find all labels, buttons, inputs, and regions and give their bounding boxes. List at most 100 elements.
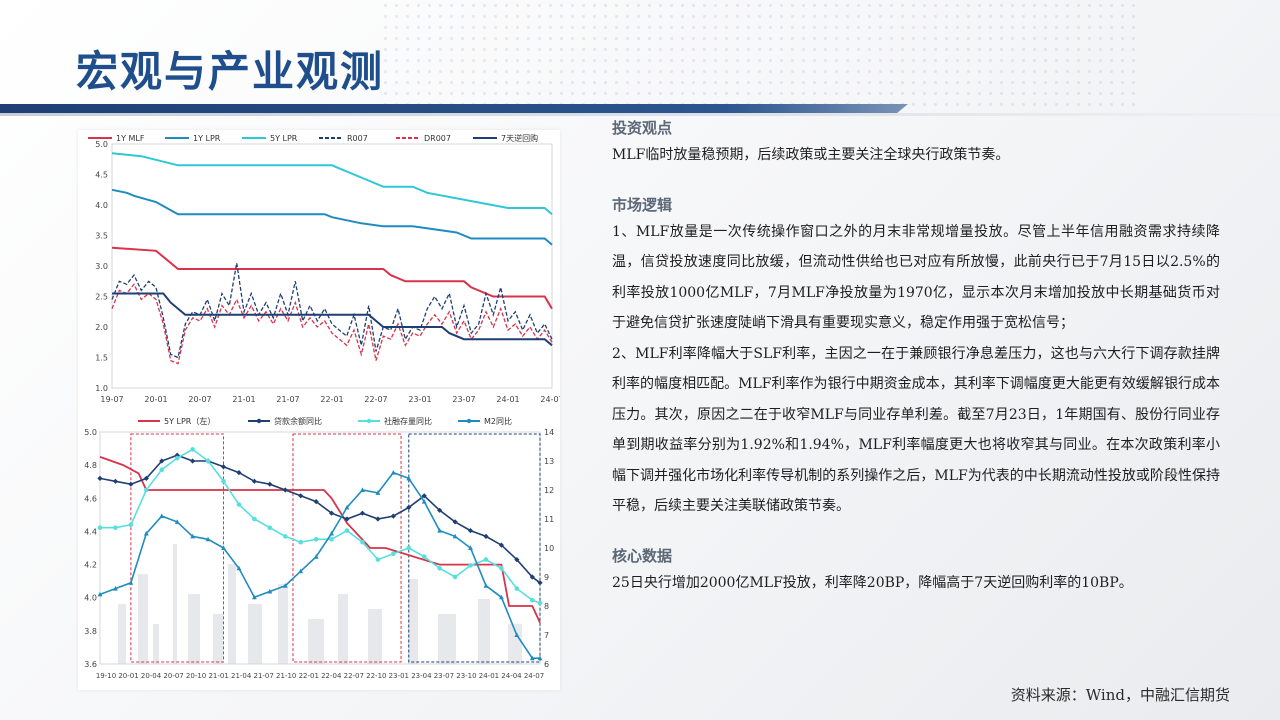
section-data: 核心数据 25日央行增加2000亿MLF投放，利率降20BP，降幅高于7天逆回购…: [612, 544, 1220, 599]
highlight-box: [292, 433, 402, 663]
x-tick-label: 21-10: [276, 672, 296, 680]
skyline-building: [408, 579, 418, 664]
data-point: [97, 525, 103, 530]
source-note: 资料来源：Wind，中融汇信期货: [1010, 686, 1230, 704]
y-tick-label: 3.0: [95, 262, 108, 271]
skyline-building: [278, 584, 288, 664]
y-tick-label: 1.0: [95, 384, 108, 393]
legend-label: DR007: [424, 134, 451, 143]
data-point: [406, 475, 412, 481]
data-point: [468, 545, 473, 550]
x-tick-label: 20-04: [141, 672, 162, 680]
section-title: 投资观点: [612, 119, 673, 137]
x-tick-label: 23-04: [411, 672, 432, 680]
data-point: [313, 537, 319, 542]
legend-label: 社融存量同比: [384, 416, 432, 426]
data-point: [174, 455, 180, 461]
data-point: [344, 528, 350, 533]
data-point: [329, 530, 334, 536]
y-left-tick-label: 3.8: [84, 627, 97, 636]
x-tick-label: 22-04: [321, 672, 342, 680]
data-point: [329, 537, 334, 542]
series-line-2: [100, 448, 541, 604]
highlight-box: [408, 433, 541, 663]
skyline-decoration: [118, 544, 522, 664]
series-line-0: [99, 456, 541, 623]
skyline-building: [188, 594, 200, 664]
data-point: [267, 525, 273, 530]
series-line-3: [111, 262, 553, 359]
x-tick-label: 23-01: [389, 672, 409, 680]
skyline-building: [368, 609, 382, 664]
y-right-tick-label: 11: [544, 515, 554, 524]
data-point: [452, 533, 458, 539]
data-point: [205, 536, 211, 542]
y-right-tick-label: 14: [544, 428, 554, 437]
data-point: [190, 533, 196, 539]
text-column: 投资观点 MLF临时放量稳预期，后续政策或主要关注全球央行政策节奏。 市场逻辑 …: [612, 116, 1220, 598]
data-point: [267, 481, 273, 487]
x-tick-label: 20-01: [144, 395, 167, 404]
data-point: [514, 586, 520, 591]
x-tick-label: 21-01: [232, 395, 255, 404]
skyline-building: [478, 599, 490, 664]
section-paragraph: MLF临时放量稳预期，后续政策或主要关注全球央行政策节奏。: [612, 147, 1010, 163]
data-point: [236, 502, 242, 507]
y-left-tick-label: 4.2: [84, 561, 97, 570]
series-line-1: [99, 454, 541, 584]
legend-marker: [256, 418, 262, 424]
data-point: [251, 594, 257, 600]
data-point: [205, 458, 211, 464]
series-line-2: [111, 152, 553, 215]
section-paragraph: 25日央行增加2000亿MLF投放，利率降20BP，降幅高于7天逆回购利率的10…: [612, 574, 1133, 591]
data-point: [391, 551, 396, 557]
data-point: [437, 566, 442, 571]
data-point: [159, 467, 165, 472]
y-right-tick-label: 12: [544, 486, 554, 495]
y-tick-label: 4.0: [95, 201, 108, 210]
title-underline: [0, 104, 908, 113]
legend-label: 5Y LPR（左）: [164, 416, 215, 426]
y-tick-label: 1.5: [95, 354, 108, 363]
data-point: [529, 597, 535, 603]
x-tick-label: 24-04: [501, 672, 522, 680]
x-tick-label: 24-07: [524, 672, 544, 680]
data-point: [143, 530, 149, 536]
x-tick-label: 20-07: [163, 672, 183, 680]
legend-label: M2同比: [484, 416, 512, 426]
y-tick-label: 2.0: [95, 323, 108, 332]
series-line-5: [112, 292, 553, 347]
chart-panel: 1.0 1.5 2.0 2.5 3.0 3.5 4.0 4.5 5.0 19-07 20-01 20-…: [78, 130, 560, 690]
y-left-tick-label: 4.6: [84, 494, 97, 503]
data-point: [537, 655, 543, 661]
x-tick-label: 23-07: [452, 395, 475, 404]
data-point: [537, 600, 543, 606]
legend-label: 1Y MLF: [116, 134, 145, 143]
x-tick-label: 20-07: [188, 395, 211, 404]
y-right-tick-label: 7: [544, 631, 549, 640]
y-right-tick-label: 6: [544, 660, 549, 669]
data-point: [483, 557, 489, 562]
data-point: [360, 539, 365, 545]
legend-label: 1Y LPR: [193, 134, 221, 143]
x-tick-label: 21-01: [208, 672, 228, 680]
y-left-tick-label: 4.4: [84, 527, 97, 536]
data-point: [128, 580, 134, 585]
skyline-building: [228, 564, 236, 664]
legend-marker: [466, 418, 472, 424]
data-point: [483, 583, 489, 588]
series-line-1: [111, 188, 553, 246]
data-point: [499, 594, 504, 600]
data-point: [359, 510, 366, 516]
y-right-tick-label: 8: [544, 602, 549, 611]
skyline-building: [338, 594, 348, 664]
title-underline-shadow: [0, 113, 1280, 116]
data-point: [537, 580, 543, 586]
x-tick-label: 23-01: [408, 395, 431, 404]
legend-label: 5Y LPR: [270, 134, 298, 143]
data-point: [499, 566, 504, 571]
x-tick-label: 23-10: [456, 672, 476, 680]
y-right-tick-label: 9: [544, 573, 549, 582]
x-tick-label: 21-07: [276, 395, 299, 404]
plot-frame: [111, 143, 553, 389]
